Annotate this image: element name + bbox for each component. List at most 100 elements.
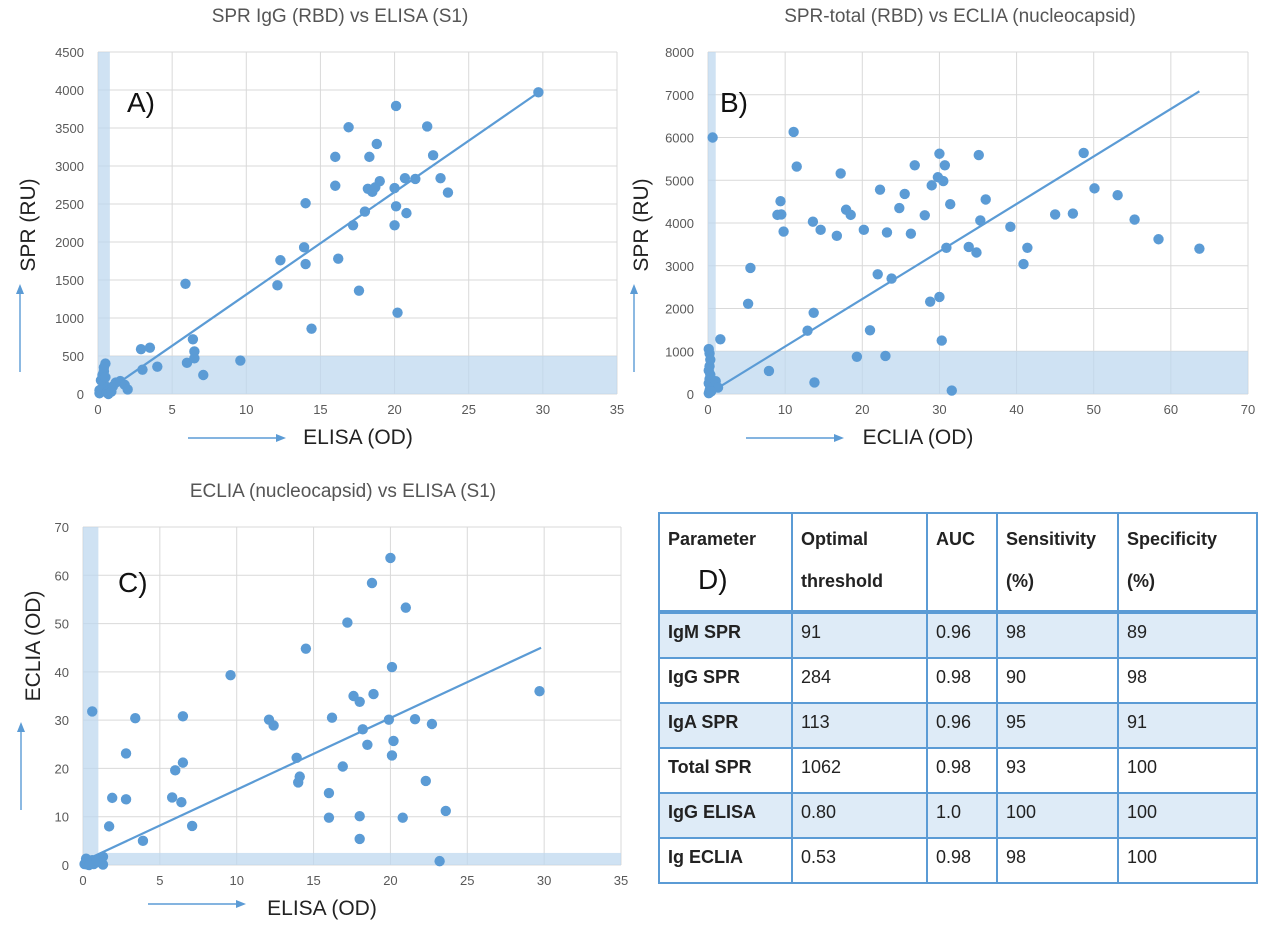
- data-point: [323, 812, 335, 823]
- data-point: [390, 100, 402, 112]
- cutoff-band-vertical: [98, 52, 110, 394]
- data-point: [137, 835, 149, 847]
- y-tick-label: 50: [55, 617, 69, 632]
- data-point: [775, 195, 786, 207]
- data-point: [835, 168, 846, 179]
- table-row: IgM SPR 91 0.96 98 89: [658, 611, 1258, 659]
- table-cell: 98: [1117, 657, 1258, 704]
- data-point: [858, 224, 870, 236]
- table-cell-parameter: IgG ELISA: [658, 792, 793, 839]
- x-axis-arrowhead: [236, 900, 246, 908]
- data-point: [1078, 147, 1089, 159]
- data-point: [421, 121, 433, 132]
- x-tick-label: 10: [229, 873, 243, 888]
- data-point: [300, 258, 311, 270]
- table-cell: 98: [996, 611, 1119, 659]
- data-point: [1005, 221, 1016, 233]
- data-point: [886, 273, 897, 284]
- table-row: IgA SPR 113 0.96 95 91: [658, 702, 1258, 749]
- y-tick-label: 30: [55, 713, 69, 728]
- table-cell: 0.98: [926, 657, 998, 704]
- data-point: [135, 343, 147, 355]
- data-point: [225, 670, 236, 681]
- data-point: [83, 859, 95, 871]
- data-point: [872, 269, 883, 280]
- y-axis-label: SPR (RU): [630, 178, 653, 271]
- data-point: [400, 602, 411, 613]
- data-point: [364, 151, 375, 163]
- y-tick-label: 1500: [55, 273, 84, 288]
- table-cell: 90: [996, 657, 1119, 704]
- data-point: [386, 750, 398, 761]
- data-point: [130, 713, 141, 724]
- data-point: [268, 720, 279, 731]
- cutoff-band-vertical: [708, 52, 716, 394]
- y-tick-label: 1000: [665, 344, 694, 359]
- x-axis-label: ECLIA (OD): [863, 426, 974, 449]
- data-point: [1129, 214, 1140, 225]
- x-axis-label: ELISA (OD): [267, 897, 377, 920]
- y-tick-label: 3000: [55, 159, 84, 174]
- table-cell: 0.98: [926, 747, 998, 794]
- data-point: [401, 207, 412, 219]
- data-point: [374, 176, 385, 187]
- table-cell-parameter: IgG SPR: [658, 657, 793, 704]
- data-point: [420, 775, 431, 787]
- data-point: [831, 230, 843, 242]
- data-point: [306, 323, 317, 334]
- data-point: [815, 224, 826, 236]
- data-point: [189, 346, 200, 357]
- data-point: [926, 180, 937, 191]
- y-tick-label: 6000: [665, 131, 694, 146]
- data-point: [272, 280, 283, 291]
- table-row: Ig ECLIA 0.53 0.98 98 100: [658, 837, 1258, 884]
- data-point: [330, 180, 341, 191]
- y-tick-label: 2500: [55, 197, 84, 212]
- x-tick-label: 10: [239, 402, 253, 417]
- data-point: [410, 173, 421, 185]
- data-point: [122, 384, 133, 395]
- data-point: [941, 242, 952, 253]
- data-point: [347, 220, 359, 231]
- y-tick-label: 1000: [55, 311, 84, 326]
- table-cell: 100: [1117, 792, 1258, 839]
- data-point: [442, 187, 454, 198]
- data-point: [973, 149, 984, 161]
- data-point: [409, 713, 421, 725]
- y-tick-label: 40: [55, 665, 69, 680]
- x-tick-label: 40: [1009, 402, 1023, 417]
- header-optimal-threshold: Optimal threshold: [791, 512, 928, 614]
- data-point: [120, 794, 132, 805]
- table-cell: 0.96: [926, 702, 998, 749]
- x-tick-label: 35: [614, 873, 628, 888]
- x-axis-label: ELISA (OD): [303, 426, 413, 449]
- y-tick-label: 10: [55, 810, 69, 825]
- header-auc: AUC: [926, 512, 998, 614]
- data-point: [745, 262, 756, 274]
- x-tick-label: 20: [383, 873, 397, 888]
- data-point: [802, 325, 813, 336]
- data-point: [808, 307, 819, 318]
- table-row: IgG SPR 284 0.98 90 98: [658, 657, 1258, 704]
- y-tick-label: 4500: [55, 45, 84, 60]
- data-point: [366, 577, 378, 589]
- data-point: [357, 724, 368, 735]
- data-point: [300, 643, 312, 654]
- data-point: [371, 138, 382, 150]
- data-point: [326, 712, 338, 723]
- table-cell: 98: [996, 837, 1119, 884]
- data-point: [98, 362, 110, 373]
- y-axis-label: ECLIA (OD): [22, 591, 45, 702]
- data-point: [1049, 209, 1061, 220]
- data-point: [389, 220, 400, 231]
- y-axis-label: SPR (RU): [17, 178, 40, 271]
- data-point: [434, 855, 445, 867]
- y-tick-label: 5000: [665, 173, 694, 188]
- data-point: [426, 718, 438, 730]
- x-tick-label: 35: [610, 402, 624, 417]
- data-point: [235, 355, 246, 366]
- table-cell-parameter: IgA SPR: [658, 702, 793, 749]
- data-point: [390, 201, 402, 212]
- cutoff-band-vertical: [83, 527, 99, 865]
